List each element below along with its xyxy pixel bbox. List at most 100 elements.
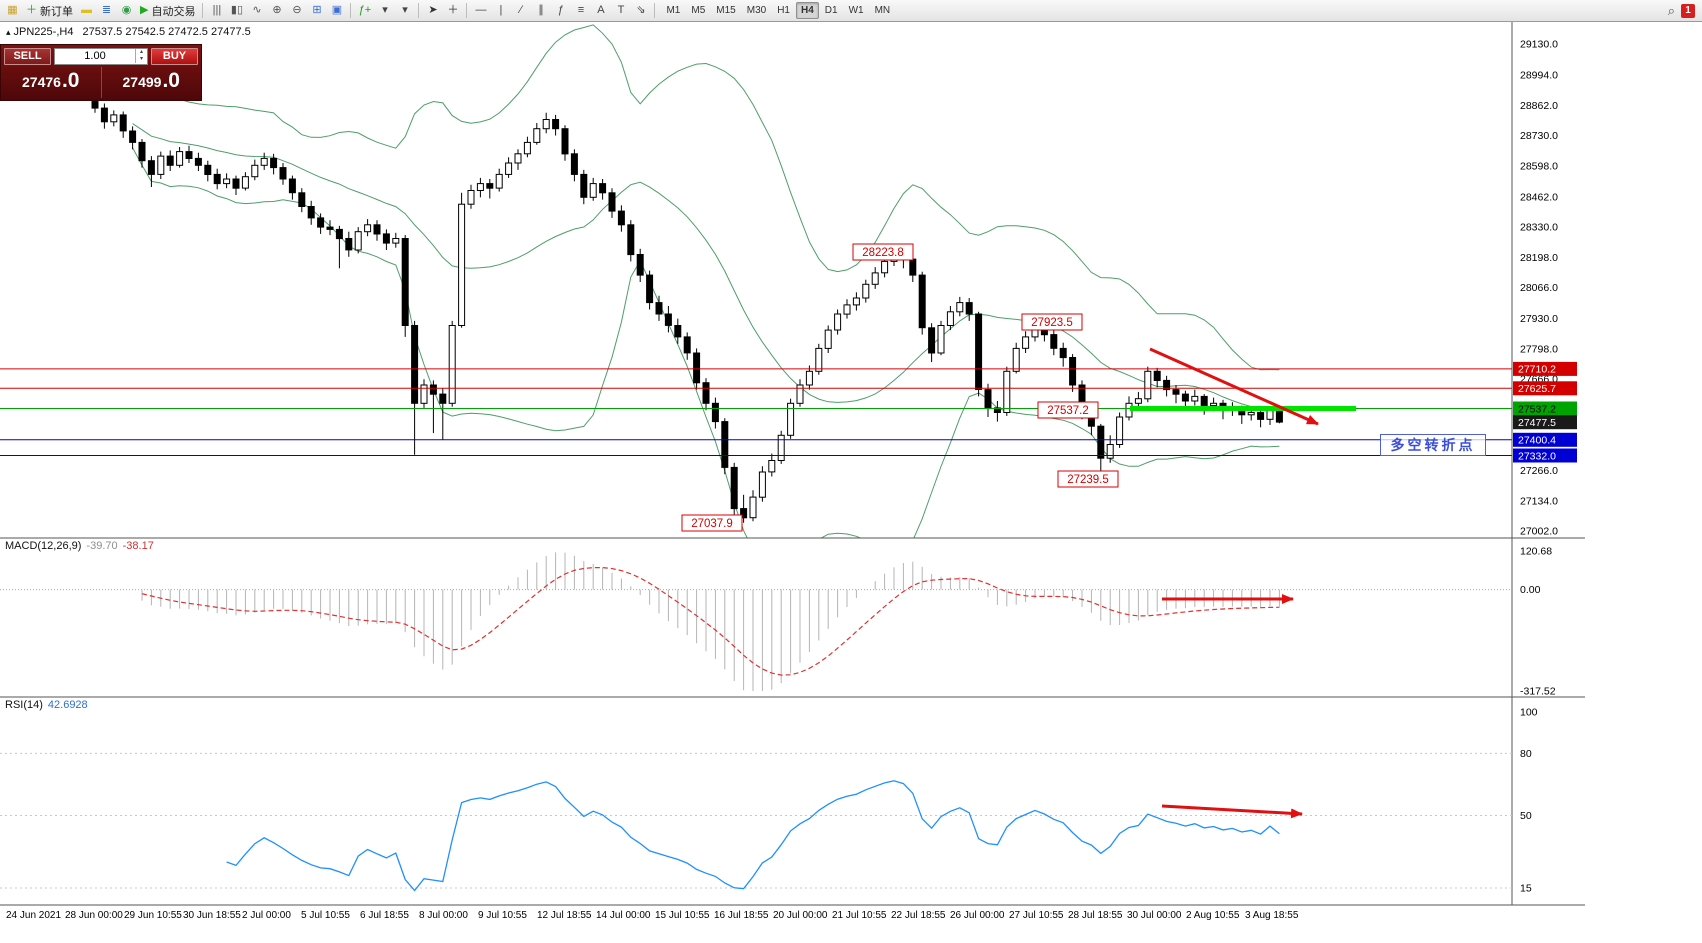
arrows-tool-icon[interactable]: ⇘ [631, 2, 650, 20]
autotrade-button[interactable]: ▶ 自动交易 [137, 2, 198, 20]
axis-price-box-red: 27625.7 [1513, 381, 1577, 396]
candle-chart-icon[interactable]: ▮▯ [227, 2, 246, 20]
zoom-in-icon[interactable]: ⊕ [267, 2, 286, 20]
buy-button[interactable]: BUY [151, 47, 198, 65]
price-callout[interactable]: 27923.5 [1021, 313, 1083, 331]
trend-arrow[interactable] [1149, 347, 1319, 426]
price-callout[interactable]: 27537.2 [1037, 401, 1099, 419]
candle-chart-icon-glyph: ▮▯ [230, 4, 244, 16]
buy-price-pips: .0 [162, 69, 180, 92]
sell-price[interactable]: 27476.0 [1, 67, 101, 98]
label-tool-icon[interactable]: T [611, 2, 630, 20]
arrows-tool-icon-glyph: ⇘ [636, 4, 646, 16]
timeframe-m1[interactable]: M1 [666, 5, 681, 16]
svg-text:27332.0: 27332.0 [1518, 450, 1556, 462]
zoom-out-icon-glyph: ⊖ [292, 4, 302, 16]
timeframe-h4[interactable]: H4 [795, 2, 819, 19]
channel-icon[interactable]: ∥ [531, 2, 550, 20]
new-order-glyph: ＋ [26, 4, 37, 16]
zoom-out-icon[interactable]: ⊖ [287, 2, 306, 20]
price-callout[interactable]: 27239.5 [1057, 470, 1119, 488]
volume-up-arrow[interactable]: ▴ [139, 49, 143, 55]
community-icon[interactable]: ◉ [117, 2, 136, 20]
time-scale[interactable]: 24 Jun 2021 28 Jun 00:00 29 Jun 10:55 30 Ju… [6, 910, 1299, 921]
svg-text:27134.0: 27134.0 [1520, 495, 1558, 507]
trendline-icon[interactable]: ∕ [511, 2, 530, 20]
fibonacci-icon[interactable]: ƒ [551, 2, 570, 20]
timeframe-m15[interactable]: M15 [716, 5, 736, 16]
svg-text:26 Jul 00:00: 26 Jul 00:00 [950, 910, 1005, 921]
volume-down-arrow[interactable]: ▾ [139, 56, 143, 62]
charts-window-icon[interactable]: ▦ [3, 2, 22, 20]
svg-text:28598.0: 28598.0 [1520, 160, 1558, 172]
toolbar-separator [202, 3, 204, 18]
trade-panel-prices: 27476.0 27499.0 [1, 67, 201, 98]
line-chart-icon[interactable]: ∿ [247, 2, 266, 20]
vertical-line-icon[interactable]: | [491, 2, 510, 20]
symbol-icon: ▴ [6, 27, 11, 37]
marker-icon-glyph: ▬ [81, 4, 92, 16]
price-callout[interactable]: 28223.8 [852, 243, 914, 261]
search-icon[interactable]: ⌕ [1667, 2, 1675, 18]
bollinger-middle-band [132, 123, 1280, 409]
timeframe-m30[interactable]: M30 [746, 5, 767, 16]
svg-text:2 Jul 00:00: 2 Jul 00:00 [242, 910, 291, 921]
svg-text:27400.4: 27400.4 [1518, 435, 1556, 447]
price-callout[interactable]: 27037.9 [681, 514, 743, 532]
svg-text:28 Jun 00:00: 28 Jun 00:00 [65, 910, 123, 921]
volume-input[interactable] [55, 50, 135, 62]
indicators-dropdown-icon[interactable]: ▾ [375, 2, 394, 20]
macd-signal-line [141, 566, 1280, 676]
rsi-line [226, 780, 1280, 892]
svg-text:28223.8: 28223.8 [862, 247, 904, 259]
svg-text:27477.5: 27477.5 [1518, 417, 1556, 429]
rsi-panel [0, 752, 1512, 892]
arrange-windows-icon-glyph: ▣ [331, 4, 343, 16]
autotrade-button-label: 自动交易 [151, 5, 196, 18]
tile-windows-icon[interactable]: ⊞ [307, 2, 326, 20]
price-scale[interactable]: 29130.0 28994.0 28862.0 28730.0 28598.0 28462… [1513, 39, 1577, 895]
text-tool-icon[interactable]: A [591, 2, 610, 20]
cursor-icon[interactable]: ➤ [423, 2, 442, 20]
arrange-windows-icon[interactable]: ▣ [327, 2, 346, 20]
svg-text:2 Aug 10:55: 2 Aug 10:55 [1186, 910, 1240, 921]
symbol-name: JPN225-,H4 [13, 26, 74, 38]
timeframe-h1[interactable]: H1 [777, 5, 790, 16]
macd-name: MACD(12,26,9) [5, 540, 82, 552]
timeframe-w1[interactable]: W1 [848, 5, 864, 16]
bollinger-upper-band [132, 24, 1280, 371]
horizontal-line-icon[interactable]: — [471, 2, 490, 20]
axis-price-box-blue: 27332.0 [1513, 448, 1577, 463]
new-order-button-label: 新订单 [40, 5, 73, 18]
sell-price-pips: .0 [61, 69, 80, 92]
turning-point-note[interactable]: 多空转折点 [1380, 434, 1486, 456]
buy-price-main: 27499 [122, 74, 162, 90]
main-toolbar: ▦ ＋新订单 ▬ ≣ ◉ ▶ 自动交易 ||| ▮▯ ∿ ⊕ ⊖ ⊞ ▣ ƒ+ ▾ ▾ ➤ ＋ — | ∕ ∥ ƒ ≡ A T ⇘ M1… [0, 0, 1702, 22]
objects-list-icon[interactable]: ≡ [571, 2, 590, 20]
svg-text:28994.0: 28994.0 [1520, 70, 1558, 82]
svg-text:27923.5: 27923.5 [1031, 317, 1073, 329]
one-click-trading-panel: SELL ▴ ▾ BUY 27476.0 27499.0 [0, 44, 202, 101]
depth-of-market-icon[interactable]: ≣ [97, 2, 116, 20]
timeframe-d1[interactable]: D1 [824, 5, 838, 16]
svg-text:5 Jul 10:55: 5 Jul 10:55 [301, 910, 350, 921]
marker-icon[interactable]: ▬ [77, 2, 96, 20]
svg-text:28730.0: 28730.0 [1520, 130, 1558, 142]
label-tool-icon-glyph: T [617, 4, 625, 16]
svg-text:27266.0: 27266.0 [1520, 465, 1558, 477]
bar-chart-icon[interactable]: ||| [207, 2, 226, 20]
svg-text:27 Jul 10:55: 27 Jul 10:55 [1009, 910, 1064, 921]
svg-text:120.68: 120.68 [1520, 546, 1552, 558]
timeframe-m5[interactable]: M5 [691, 5, 706, 16]
buy-price[interactable]: 27499.0 [102, 67, 202, 98]
crosshair-icon[interactable]: ＋ [443, 2, 462, 20]
indicators-button[interactable]: ƒ+ [355, 2, 374, 20]
timeframe-mn[interactable]: MN [874, 5, 891, 16]
periods-dropdown-icon[interactable]: ▾ [395, 2, 414, 20]
sell-button[interactable]: SELL [4, 47, 51, 65]
new-order-button[interactable]: ＋新订单 [23, 2, 76, 20]
rsi-arrow[interactable] [1161, 804, 1303, 819]
vertical-line-icon-glyph: | [499, 4, 503, 16]
notification-badge[interactable]: 1 [1681, 3, 1695, 18]
